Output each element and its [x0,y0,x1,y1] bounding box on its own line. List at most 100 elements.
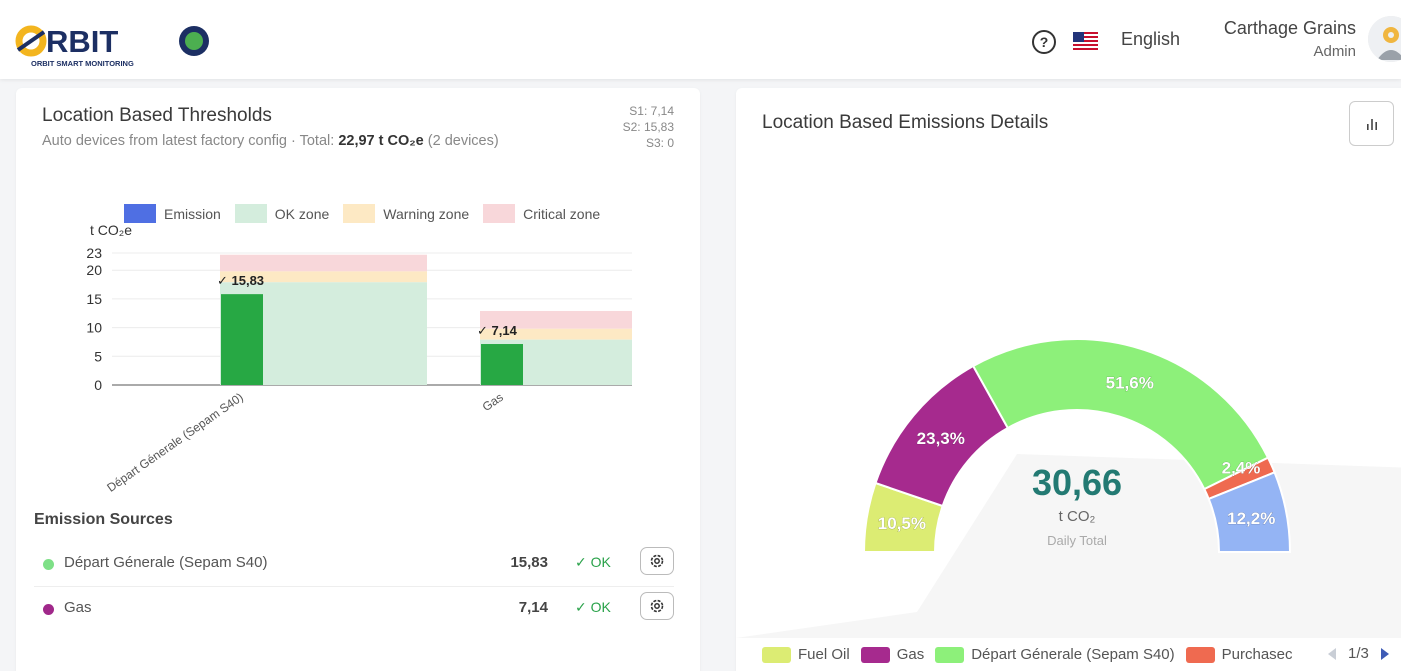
legend-label: Warning zone [383,205,470,222]
pager-label: 1/3 [1348,645,1369,662]
source-dot [43,604,54,615]
gauge-center-unit: t CO₂ [1059,508,1096,525]
segment-percent-label: 51,6% [1106,374,1154,393]
source-row[interactable]: Départ Génerale (Sepam S40) 15,83 ✓ OK [34,541,674,585]
legend-ok-zone[interactable]: OK zone [234,204,330,223]
y-tick-label: 5 [94,348,102,364]
legend-label: Gas [896,646,925,663]
segment-percent-label: 23,3% [917,429,965,448]
legend-fuel-oil[interactable]: Fuel Oil [762,646,850,663]
source-settings-button[interactable] [640,592,674,620]
legend-swatch [124,204,156,223]
subtitle-suffix: (2 devices) [423,133,499,149]
us-flag-icon[interactable] [1073,32,1098,50]
scope-1: S1: 7,14 [629,104,674,118]
legend-swatch [1185,646,1215,663]
user-avatar[interactable] [1368,16,1401,62]
chart-type-button[interactable] [1349,101,1394,146]
scope-summary: S1: 7,14 S2: 15,83 S3: 0 [623,103,674,151]
emissions-details-card: Location Based Emissions Details 10,5% 23… [736,88,1401,671]
warning-zone [220,271,427,283]
legend-critical-zone[interactable]: Critical zone [483,204,600,223]
legend-depart-generale[interactable]: Départ Génerale (Sepam S40) [935,646,1175,663]
bar-chart-icon [1366,118,1377,130]
legend-swatch [234,204,267,223]
bar-value-label: ✓ 7,14 [477,323,518,338]
legend-label: Emission [164,205,221,222]
y-tick-label: 0 [94,377,102,393]
thresholds-card: Location Based Thresholds Auto devices f… [16,88,700,671]
legend-swatch [762,646,791,663]
source-name: Gas [64,599,92,616]
source-settings-button[interactable] [640,547,674,575]
emission-sources-title: Emission Sources [34,511,173,528]
y-tick-label: 15 [86,291,102,307]
segment-percent-label: 2,4% [1222,458,1261,477]
legend-gas[interactable]: Gas [860,646,925,663]
subtitle-total: 22,97 t CO₂e [338,133,424,149]
segment-percent-label: 12,2% [1227,509,1275,528]
legend-swatch [860,646,890,663]
subtitle-prefix: Auto devices from latest factory config … [42,133,339,149]
threshold-legend: Emission OK zone Warning zone Critical z… [124,204,606,223]
segment-percent-label: 10,5% [878,514,926,533]
emissions-gauge-chart: 10,5% 23,3% 51,6% 2,4% 12,2% 30,66 t CO₂ Daily … [736,338,1401,638]
source-dot [43,559,54,570]
thresholds-subtitle: Auto devices from latest factory config … [42,133,499,149]
language-selector[interactable]: English [1121,29,1181,49]
scope-3: S3: 0 [645,136,674,150]
source-value: 7,14 [518,599,548,616]
legend-label: OK zone [274,205,330,222]
legend-purchased[interactable]: Purchasec [1185,646,1293,663]
legend-swatch [935,646,965,663]
y-tick-label: 10 [86,320,102,336]
bar [481,344,523,385]
y-axis-label: t CO₂e [90,222,132,238]
legend-pager: 1/3 [1326,645,1391,662]
top-header: RBIT ORBIT SMART MONITORING ? English Ca… [0,0,1401,79]
legend-swatch [343,204,376,223]
user-role: Admin [1313,43,1356,60]
source-name: Départ Génerale (Sepam S40) [64,554,268,571]
x-tick-label: Gas [480,390,506,414]
gear-icon [650,599,664,613]
legend-warning-zone[interactable]: Warning zone [343,204,469,223]
emissions-details-title: Location Based Emissions Details [762,112,1049,133]
logo-subtitle: ORBIT SMART MONITORING [31,59,134,68]
orbit-logo[interactable]: RBIT ORBIT SMART MONITORING [14,22,214,70]
logo-text: RBIT [46,24,118,59]
legend-emission[interactable]: Emission [124,204,221,223]
svg-text:?: ? [1040,34,1049,50]
gauge-center-value: 30,66 [1032,462,1122,503]
warning-zone [480,328,632,340]
thresholds-title: Location Based Thresholds [42,105,272,126]
y-tick-label: 20 [86,262,102,278]
x-tick-label: Départ Génerale (Sepam S40) [104,390,245,495]
help-icon[interactable]: ? [1031,29,1057,55]
legend-label: Départ Génerale (Sepam S40) [971,646,1175,663]
user-name[interactable]: Carthage Grains [1223,18,1356,38]
critical-zone [220,254,427,272]
y-tick-label: 23 [86,245,102,261]
gauge-segment [971,338,1270,491]
row-divider [34,586,674,587]
legend-label: Critical zone [523,205,601,222]
source-row[interactable]: Gas 7,14 ✓ OK [34,586,674,630]
critical-zone [480,310,632,329]
emissions-legend: Fuel Oil Gas Départ Génerale (Sepam S40)… [762,646,1304,663]
pager-next-icon[interactable] [1379,647,1391,661]
pager-prev-icon[interactable] [1326,647,1338,661]
gauge-segment [1207,471,1292,553]
bar [221,294,263,385]
status-ok-label: ✓ OK [575,554,611,570]
legend-label: Fuel Oil [798,646,850,663]
scope-2: S2: 15,83 [622,120,674,134]
gear-icon [650,554,664,568]
source-value: 15,83 [510,554,548,571]
gauge-center-caption: Daily Total [1047,533,1107,548]
legend-label: Purchasec [1221,646,1293,663]
bar-value-label: ✓ 15,83 [217,273,264,288]
legend-swatch [483,204,516,223]
status-ok-label: ✓ OK [575,599,611,615]
